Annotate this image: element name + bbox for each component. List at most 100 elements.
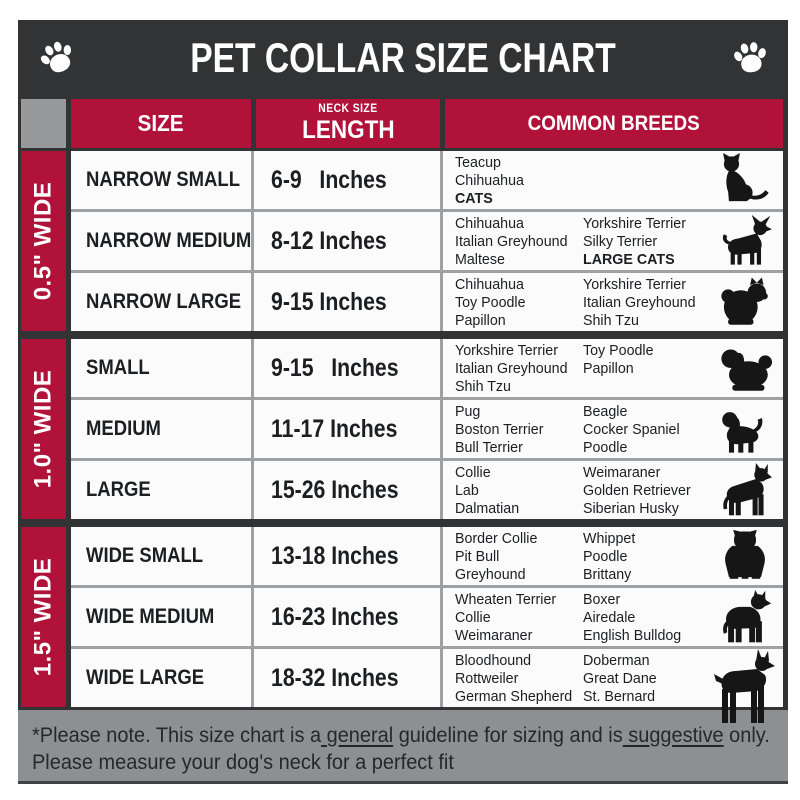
breed-name: CATS [455, 190, 493, 207]
breed-name: Boston Terrier [455, 421, 544, 438]
breeds-cell: Chihuahua Toy Poodle Papillon Yorkshire Ter… [443, 273, 783, 331]
breed-name: Italian Greyhound [455, 233, 568, 250]
breeds-cell: Wheaten Terrier Collie Weimaraner Boxer Aire… [443, 588, 783, 646]
table-body: 0.5" WIDE NARROW SMALL 6-9 Inches Teacup Chi… [21, 151, 783, 723]
breed-name: Bull Terrier [455, 439, 523, 456]
breed-name: LARGE CATS [583, 251, 675, 268]
length-cell: 11-17 Inches [254, 400, 440, 458]
note-text: only. [723, 724, 770, 747]
footer-note: *Please note. This size chart is a gener… [18, 710, 788, 784]
breed-name: Italian Greyhound [455, 360, 568, 377]
breeds-cell: Bloodhound Rottweiler German Shepherd Dober… [443, 649, 783, 723]
breed-name: Teacup [455, 154, 501, 171]
breed-name: Poodle [583, 548, 628, 565]
size-cell: SMALL [71, 339, 251, 397]
breed-name: Bloodhound [455, 652, 532, 669]
breed-name: Silky Terrier [583, 233, 658, 250]
size-label: LARGE [86, 478, 151, 501]
size-label: NARROW LARGE [86, 290, 242, 313]
size-cell: WIDE LARGE [71, 649, 251, 707]
width-band: 1.5" WIDE [21, 527, 66, 707]
breed-name: Boxer [583, 591, 621, 608]
breed-name: Collie [455, 609, 491, 626]
corner-cell [21, 99, 66, 148]
length-value: 11-17 Inches [271, 414, 398, 443]
breeds-column: Toy Poodle Papillon [583, 342, 705, 378]
breeds-column: Yorkshire Terrier Silky Terrier LARGE CATS [583, 215, 705, 269]
breed-name: Poodle [583, 439, 628, 456]
footer-note-line1: *Please note. This size chart is a gener… [32, 722, 770, 749]
pomeranian-icon [715, 275, 775, 329]
footer-note-line2: Please measure your dog's neck for a per… [32, 751, 454, 774]
bulldog-icon [715, 529, 775, 583]
header-length: NECK SIZE LENGTH [256, 99, 440, 148]
breed-name: Pug [455, 403, 481, 420]
size-label: NARROW SMALL [86, 168, 240, 191]
length-cell: 9-15 Inches [254, 339, 440, 397]
breed-name: Siberian Husky [583, 500, 679, 517]
underlined-text: general [321, 724, 394, 747]
size-row: SMALL 9-15 Inches Yorkshire Terrier Italian… [71, 339, 783, 397]
breeds-cell: Teacup Chihuahua CATS [443, 151, 783, 209]
breed-name: Yorkshire Terrier [583, 276, 686, 293]
breeds-column: Pug Boston Terrier Bull Terrier [455, 403, 577, 457]
cat-icon [715, 153, 775, 207]
breed-name: Toy Poodle [583, 342, 654, 359]
breed-name: Chihuahua [455, 215, 524, 232]
breeds-cell: Yorkshire Terrier Italian Greyhound Shih T… [443, 339, 783, 397]
group-rows: NARROW SMALL 6-9 Inches Teacup Chihuahua CAT… [71, 151, 783, 331]
breed-name: Collie [455, 464, 491, 481]
breed-name: Lab [455, 482, 479, 499]
breeds-column: Boxer Airedale English Bulldog [583, 591, 705, 645]
breed-name: Airedale [583, 609, 636, 626]
shih-tzu-icon [715, 341, 775, 395]
size-row: NARROW MEDIUM 8-12 Inches Chihuahua Italian… [71, 212, 783, 270]
length-cell: 8-12 Inches [254, 212, 440, 270]
breeds-column: Wheaten Terrier Collie Weimaraner [455, 591, 577, 645]
breed-name: Maltese [455, 251, 505, 268]
length-cell: 16-23 Inches [254, 588, 440, 646]
length-value: 16-23 Inches [271, 602, 399, 631]
breed-name: Papillon [583, 360, 634, 377]
breed-name: Toy Poodle [455, 294, 526, 311]
table-header-row: SIZE NECK SIZE LENGTH COMMON BREEDS [21, 96, 783, 151]
size-cell: NARROW MEDIUM [71, 212, 251, 270]
breeds-column: Yorkshire Terrier Italian Greyhound Shih T… [583, 276, 705, 330]
chihuahua-icon [715, 214, 775, 268]
group-rows: SMALL 9-15 Inches Yorkshire Terrier Italian… [71, 339, 783, 519]
width-label: 1.5" WIDE [29, 557, 57, 677]
breed-name: Doberman [583, 652, 650, 669]
breed-name: Whippet [583, 530, 636, 547]
size-cell: NARROW LARGE [71, 273, 251, 331]
breed-name: Great Dane [583, 670, 657, 687]
group-rows: WIDE SMALL 13-18 Inches Border Collie Pit B… [71, 527, 783, 723]
breeds-column: Beagle Cocker Spaniel Poodle [583, 403, 705, 457]
size-table: SIZE NECK SIZE LENGTH COMMON BREEDS 0.5"… [18, 96, 788, 723]
length-value: 9-15 Inches [271, 287, 387, 316]
size-row: MEDIUM 11-17 Inches Pug Boston Terrier Bull … [71, 400, 783, 458]
header-size: SIZE [71, 99, 251, 148]
breeds-column: Whippet Poodle Brittany [583, 530, 705, 584]
length-cell: 13-18 Inches [254, 527, 440, 585]
header-common-breeds: COMMON BREEDS [445, 99, 783, 148]
note-text: guideline for sizing and is [393, 724, 623, 747]
breed-name: Pit Bull [455, 548, 500, 565]
breeds-column: Chihuahua Toy Poodle Papillon [455, 276, 577, 330]
underlined-text: suggestive [622, 724, 724, 747]
length-value: 13-18 Inches [271, 541, 399, 570]
length-cell: 15-26 Inches [254, 461, 440, 519]
width-label: 1.0" WIDE [29, 369, 57, 489]
length-cell: 9-15 Inches [254, 273, 440, 331]
chart-panel: PET COLLAR SIZE CHART SIZE NECK SIZE LEN… [18, 20, 788, 784]
breed-name: Chihuahua [455, 276, 524, 293]
spaniel-icon [715, 402, 775, 456]
header-length-label: LENGTH [301, 115, 395, 144]
size-cell: MEDIUM [71, 400, 251, 458]
length-value: 9-15 Inches [271, 353, 399, 382]
breed-name: English Bulldog [583, 627, 682, 644]
page-title: PET COLLAR SIZE CHART [190, 34, 616, 81]
breeds-column: Weimaraner Golden Retriever Siberian Husky [583, 464, 705, 518]
size-cell: NARROW SMALL [71, 151, 251, 209]
size-row: NARROW SMALL 6-9 Inches Teacup Chihuahua CAT… [71, 151, 783, 209]
